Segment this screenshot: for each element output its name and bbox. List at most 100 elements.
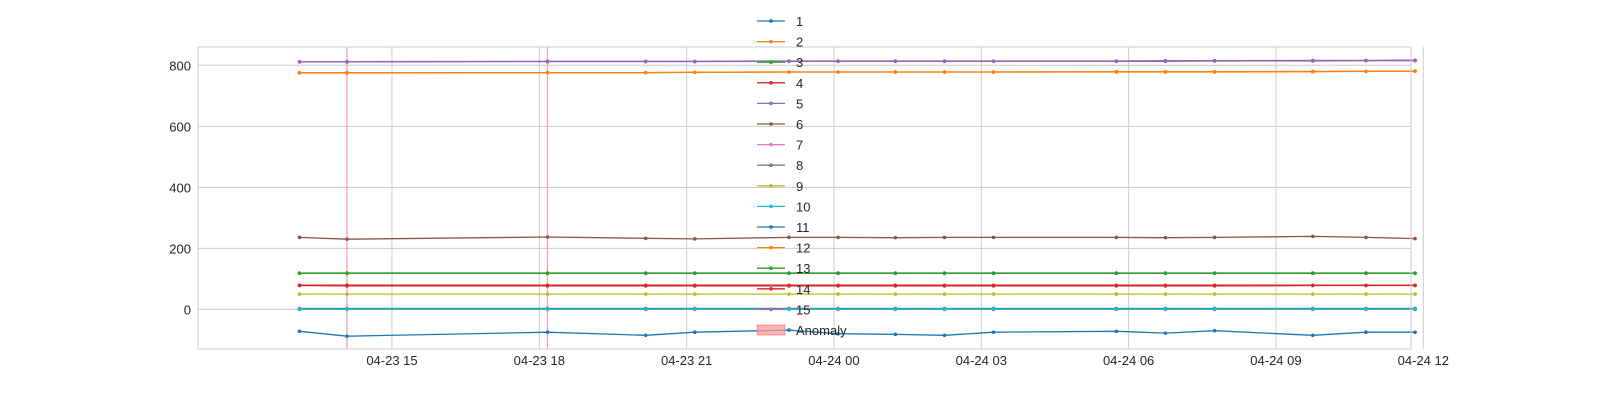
data-point <box>1212 283 1217 288</box>
data-point <box>991 235 996 240</box>
data-point <box>693 237 697 241</box>
legend-entry: 4 <box>757 76 803 91</box>
data-point <box>1163 292 1168 296</box>
data-point <box>545 235 550 239</box>
data-point <box>693 307 697 312</box>
data-point <box>836 235 840 240</box>
legend-marker <box>769 225 773 229</box>
data-point <box>545 59 550 64</box>
series-line <box>299 60 1416 63</box>
series-11 <box>297 328 1417 338</box>
legend-marker <box>769 184 773 188</box>
data-point <box>787 292 791 296</box>
data-point <box>1310 292 1315 296</box>
data-point <box>545 330 550 335</box>
data-point <box>643 292 648 296</box>
data-point <box>893 307 898 312</box>
legend-marker <box>769 122 773 126</box>
data-point <box>1212 235 1217 240</box>
legend-label: 14 <box>796 282 810 297</box>
series-line <box>299 329 1416 337</box>
data-point <box>1212 292 1217 296</box>
legend-entry: 11 <box>757 220 810 235</box>
legend-marker <box>769 39 773 44</box>
data-point <box>1310 59 1315 63</box>
y-tick-label: 200 <box>169 241 191 256</box>
data-point <box>1364 58 1368 63</box>
data-point <box>942 292 947 296</box>
data-point <box>991 283 996 288</box>
data-point <box>1114 271 1119 275</box>
x-tick-label: 04-23 18 <box>514 353 565 368</box>
data-point <box>1212 307 1217 312</box>
data-point <box>345 283 349 288</box>
legend-marker <box>769 19 773 23</box>
data-point <box>893 235 898 240</box>
y-tick-label: 0 <box>184 302 191 317</box>
x-tick-label: 04-24 12 <box>1398 353 1449 368</box>
data-point <box>1163 283 1168 288</box>
data-point <box>991 292 996 296</box>
data-point <box>545 70 550 75</box>
series-line <box>299 70 1416 74</box>
data-point <box>1364 271 1368 275</box>
legend-entry-anomaly: Anomaly <box>756 323 847 338</box>
data-point <box>787 70 791 74</box>
x-tick-label: 04-23 21 <box>661 353 712 368</box>
legend-label: 3 <box>796 55 803 70</box>
data-point <box>1310 234 1315 239</box>
data-point <box>1114 69 1119 74</box>
data-point <box>787 283 791 288</box>
series-9 <box>297 292 1417 296</box>
x-tick-label: 04-24 03 <box>956 353 1007 368</box>
data-point <box>942 70 947 74</box>
legend-marker <box>769 101 773 106</box>
y-axis-ticks: 0 200 400 600 800 <box>169 58 191 317</box>
legend-label: 15 <box>796 302 810 317</box>
series-lines <box>297 58 1417 338</box>
data-point <box>991 271 996 275</box>
data-point <box>991 330 996 335</box>
data-point <box>545 292 550 296</box>
data-point <box>893 332 898 337</box>
data-point <box>345 70 349 75</box>
data-point <box>545 307 550 312</box>
data-point <box>1413 58 1417 63</box>
legend-label: 5 <box>796 96 803 111</box>
legend-label: 11 <box>796 220 810 235</box>
data-point <box>787 235 791 240</box>
legend-entry: 9 <box>757 179 803 194</box>
data-point <box>787 59 791 64</box>
legend-entry: 1 <box>757 14 803 29</box>
legend-label: 8 <box>796 158 803 173</box>
legend-label: 10 <box>796 199 810 214</box>
series-15 <box>297 58 1417 64</box>
data-point <box>297 60 302 64</box>
data-point <box>1364 330 1368 335</box>
series-14 <box>297 283 1417 288</box>
data-point <box>836 292 840 296</box>
x-axis-ticks: 04-23 15 04-23 18 04-23 21 04-24 00 04-24 03… <box>366 353 1449 368</box>
data-point <box>1364 69 1368 74</box>
data-point <box>1364 235 1368 240</box>
data-point <box>345 237 349 241</box>
data-point <box>693 330 697 335</box>
data-point <box>345 60 349 64</box>
legend-label: 6 <box>796 117 803 132</box>
plot-frame <box>197 46 1412 350</box>
data-point <box>893 59 898 64</box>
legend-marker <box>769 60 773 64</box>
data-point <box>991 59 996 64</box>
data-point <box>1114 59 1119 64</box>
data-point <box>1163 331 1168 335</box>
legend-label: Anomaly <box>796 323 847 338</box>
data-point <box>643 307 648 312</box>
legend-marker <box>769 307 773 312</box>
series-10 <box>297 307 1417 312</box>
series-13 <box>297 271 1417 275</box>
data-point <box>787 307 791 312</box>
y-tick-label: 400 <box>169 180 191 195</box>
x-tick-label: 04-24 09 <box>1250 353 1301 368</box>
legend-marker <box>769 204 773 209</box>
